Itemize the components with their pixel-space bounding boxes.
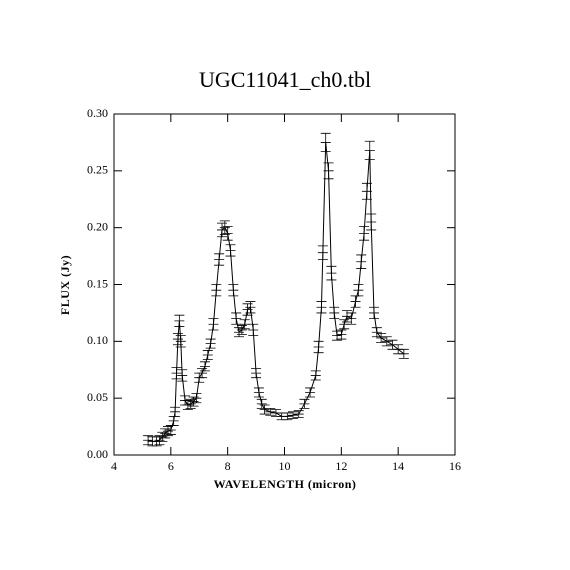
error-bar	[175, 335, 186, 348]
error-bar	[393, 344, 404, 355]
error-bar	[353, 284, 364, 297]
error-bar	[326, 265, 337, 281]
error-bar	[336, 329, 347, 340]
x-tick-label: 10	[279, 459, 291, 473]
error-bar	[317, 245, 328, 260]
x-tick-label: 4	[111, 459, 117, 473]
error-bar	[339, 319, 350, 330]
error-bar	[323, 162, 334, 180]
error-bar	[356, 254, 367, 269]
error-bar	[234, 327, 245, 338]
error-bar	[143, 435, 154, 446]
error-bar	[316, 301, 327, 314]
chart-title: UGC11041_ch0.tbl	[199, 67, 371, 92]
error-bar	[346, 312, 357, 325]
error-bar	[208, 318, 219, 331]
error-bar	[299, 398, 310, 409]
error-bar	[214, 253, 225, 266]
error-bar	[248, 323, 259, 337]
y-tick-label: 0.20	[87, 219, 108, 233]
error-bar	[329, 306, 340, 319]
error-bar	[288, 411, 299, 420]
error-bar	[366, 213, 377, 231]
error-bar	[197, 368, 208, 379]
error-bar	[381, 336, 392, 347]
error-bar	[202, 350, 213, 360]
x-tick-label: 16	[449, 459, 461, 473]
error-bar	[332, 330, 343, 341]
error-bar	[216, 222, 227, 238]
error-bar	[361, 182, 372, 200]
error-bar	[251, 368, 262, 379]
error-bar	[170, 406, 181, 417]
error-bar	[320, 132, 331, 152]
error-bar	[253, 387, 264, 398]
error-bar	[369, 306, 380, 319]
y-tick-label: 0.05	[87, 390, 108, 404]
error-bar	[171, 367, 182, 380]
error-bar	[259, 404, 270, 415]
x-axis-label: WAVELENGTH (micron)	[214, 477, 357, 491]
x-tick-label: 6	[168, 459, 174, 473]
error-bar	[222, 226, 233, 241]
error-bar	[231, 312, 242, 325]
y-tick-label: 0.25	[87, 163, 108, 177]
x-tick-label: 8	[225, 459, 231, 473]
error-bar	[228, 284, 239, 297]
error-bar	[239, 319, 250, 330]
error-bar	[165, 425, 176, 435]
y-tick-label: 0.15	[87, 276, 108, 290]
error-bar	[310, 370, 321, 381]
error-bar	[219, 220, 230, 235]
spectrum-line	[147, 142, 405, 442]
error-bar	[205, 338, 216, 349]
error-bar	[182, 400, 193, 410]
error-bar	[211, 284, 222, 297]
error-bar	[276, 412, 287, 421]
error-bar	[282, 412, 293, 421]
error-bar	[172, 332, 183, 346]
error-bar	[242, 303, 253, 316]
error-bar	[364, 140, 375, 160]
plot-frame	[113, 113, 456, 456]
error-bar	[342, 310, 353, 323]
y-tick-label: 0.00	[87, 447, 108, 461]
error-bar	[188, 396, 199, 407]
error-bar	[313, 340, 324, 354]
error-bar	[151, 436, 162, 447]
y-tick-label: 0.30	[87, 106, 108, 120]
error-bar	[305, 387, 316, 398]
error-bar	[154, 435, 165, 446]
error-bar	[265, 407, 276, 416]
error-bar	[350, 295, 361, 308]
error-bar	[174, 314, 185, 327]
error-bar	[245, 301, 256, 314]
error-bar	[185, 398, 196, 409]
error-bar	[387, 339, 398, 350]
error-bar	[160, 428, 171, 439]
error-bar	[371, 327, 382, 338]
error-bar	[199, 361, 210, 372]
error-bar	[359, 226, 370, 241]
error-bar	[157, 431, 168, 442]
error-bar	[398, 348, 409, 359]
error-bar	[168, 415, 179, 426]
error-bar	[270, 409, 281, 417]
error-bar	[256, 398, 267, 409]
error-bar	[162, 426, 173, 437]
error-bar	[225, 244, 236, 257]
x-tick-label: 12	[335, 459, 347, 473]
error-bar	[177, 369, 188, 382]
error-bar	[191, 393, 202, 404]
error-bar	[293, 410, 304, 418]
x-tick-label: 14	[392, 459, 404, 473]
y-tick-label: 0.10	[87, 333, 108, 347]
error-bar	[376, 332, 387, 343]
y-axis-label: FLUX (Jy)	[58, 255, 72, 315]
error-bar	[236, 325, 247, 335]
